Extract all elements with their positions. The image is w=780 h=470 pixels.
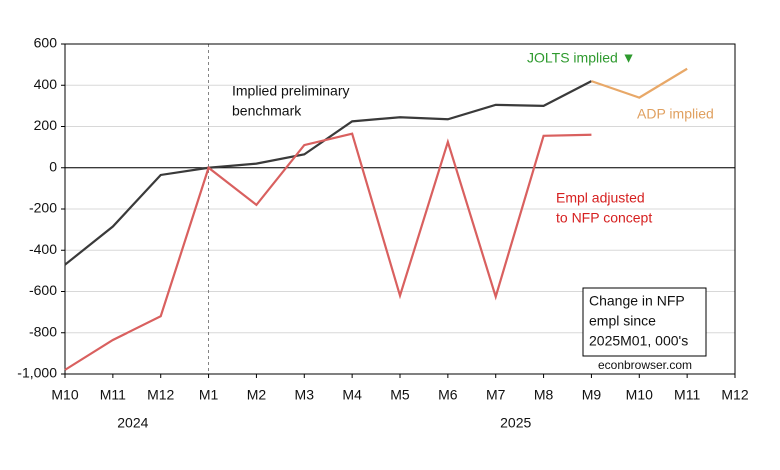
x-tick-label: M8 (534, 387, 554, 403)
annotation: to NFP concept (556, 210, 652, 226)
x-tick-label: M3 (295, 387, 315, 403)
note-text: empl since (589, 313, 656, 329)
x-tick-label: M4 (342, 387, 362, 403)
x-tick-label: M1 (199, 387, 219, 403)
x-tick-label: M2 (247, 387, 267, 403)
y-tick-label: -1,000 (17, 365, 57, 381)
y-tick-label: 600 (34, 35, 58, 51)
annotation: JOLTS implied ▼ (527, 50, 636, 66)
x-tick-label: M11 (674, 387, 700, 403)
year-label: 2024 (117, 415, 148, 431)
source: econbrowser.com (598, 358, 692, 372)
y-tick-label: -800 (29, 323, 57, 339)
x-tick-label: M12 (147, 387, 174, 403)
y-tick-label: -600 (29, 282, 57, 298)
x-tick-label: M7 (486, 387, 506, 403)
y-tick-label: -200 (29, 200, 57, 216)
note-box (582, 287, 707, 357)
x-tick-label: M10 (51, 387, 78, 403)
annotation: ADP implied (637, 106, 714, 122)
note-text: Change in NFP (589, 293, 685, 309)
x-tick-label: M5 (390, 387, 410, 403)
y-tick-label: 200 (34, 117, 58, 133)
x-tick-label: M9 (582, 387, 602, 403)
y-tick-label: 0 (49, 158, 57, 174)
x-tick-label: M6 (438, 387, 458, 403)
x-tick-label: M11 (100, 387, 126, 403)
series-line (64, 132, 592, 371)
series-line (64, 80, 592, 266)
y-tick-label: -400 (29, 241, 57, 257)
year-label: 2025 (500, 415, 531, 431)
series-line (591, 67, 688, 99)
y-tick-label: 400 (34, 76, 58, 92)
note-text: 2025M01, 000's (589, 333, 688, 349)
annotation: Empl adjusted (556, 190, 645, 206)
annotation: Implied preliminary (232, 83, 349, 99)
x-tick-label: M10 (626, 387, 653, 403)
x-tick-label: M12 (721, 387, 748, 403)
annotation: benchmark (232, 103, 302, 119)
